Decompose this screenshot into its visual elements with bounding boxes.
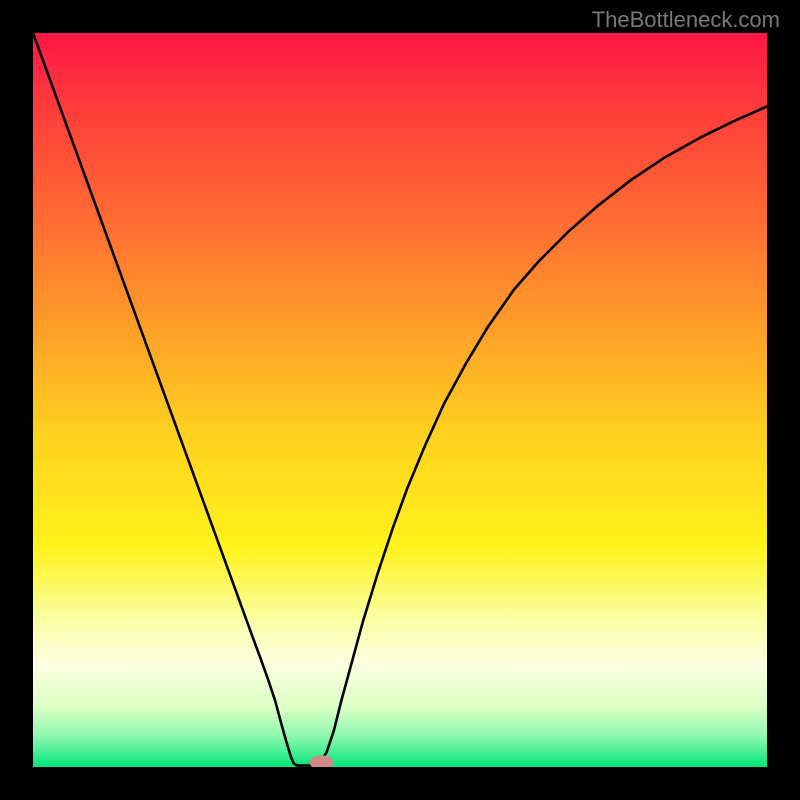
- chart-frame: TheBottleneck.com: [0, 0, 800, 800]
- bottleneck-chart: [33, 33, 767, 767]
- watermark-text: TheBottleneck.com: [592, 7, 780, 33]
- chart-background: [33, 33, 767, 767]
